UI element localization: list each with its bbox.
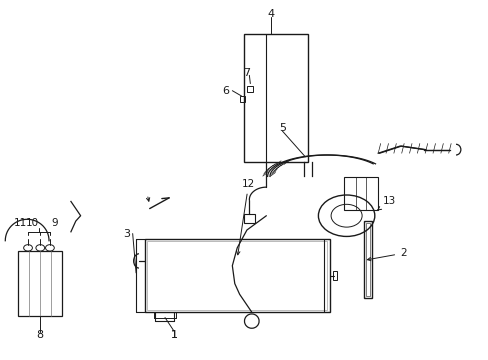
Bar — [239, 96, 245, 102]
Text: 4: 4 — [267, 9, 274, 19]
Text: 10: 10 — [26, 217, 39, 228]
Text: 1: 1 — [170, 330, 177, 341]
Text: 11: 11 — [14, 217, 27, 228]
Text: 3: 3 — [123, 229, 130, 239]
Text: 9: 9 — [51, 217, 58, 228]
Text: 8: 8 — [37, 330, 44, 341]
Bar — [247, 86, 253, 93]
Text: 5: 5 — [278, 123, 285, 133]
Text: 1: 1 — [170, 330, 177, 341]
Bar — [344, 177, 377, 210]
Text: 7: 7 — [243, 68, 250, 78]
Bar — [244, 214, 255, 223]
Bar — [333, 271, 337, 280]
Text: 13: 13 — [377, 197, 395, 210]
Bar — [363, 221, 372, 298]
Text: 12: 12 — [236, 179, 255, 255]
Bar — [365, 222, 370, 296]
Text: 6: 6 — [222, 86, 229, 96]
Text: 2: 2 — [366, 248, 406, 261]
Bar — [144, 239, 329, 312]
Bar — [244, 33, 307, 162]
Bar — [147, 241, 326, 310]
Bar — [19, 251, 62, 316]
